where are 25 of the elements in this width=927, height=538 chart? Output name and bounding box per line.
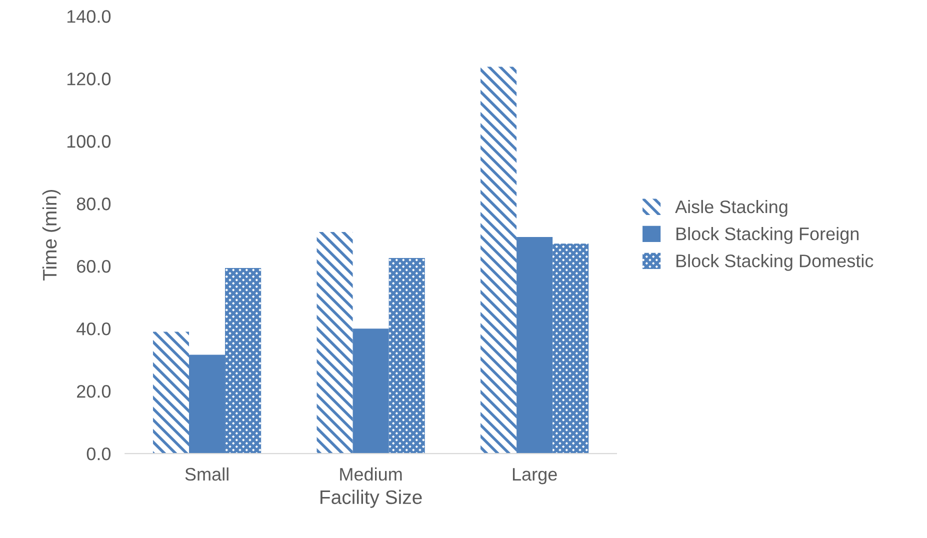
bar [552, 244, 589, 454]
bar [225, 268, 262, 454]
bar [152, 332, 190, 454]
legend-label: Block Stacking Domestic [676, 254, 874, 271]
bar [352, 328, 389, 454]
bar [388, 258, 425, 454]
x-tick-label: Large [512, 468, 557, 484]
bar [516, 237, 553, 454]
y-tick-label: 120.0 [67, 72, 111, 86]
y-tick-label: 140.0 [67, 10, 111, 23]
y-tick-label: 40.0 [76, 322, 111, 336]
x-tick-label: Medium [340, 467, 402, 481]
legend-label: Block Stacking Foreign [676, 227, 859, 244]
y-axis-title: Time (min) [42, 190, 61, 280]
y-tick-label: 0.0 [86, 447, 111, 460]
x-tick-label: Small [185, 467, 228, 481]
legend-label: Aisle Stacking [675, 200, 788, 217]
x-axis-title: Facility Size [320, 490, 422, 508]
y-tick-label: 80.0 [76, 198, 111, 210]
bar [189, 354, 226, 454]
y-tick-label: 100.0 [67, 135, 111, 148]
y-tick-label: 60.0 [77, 260, 111, 273]
bar [480, 66, 517, 454]
bar [316, 232, 353, 454]
y-tick-label: 20.0 [77, 384, 111, 398]
